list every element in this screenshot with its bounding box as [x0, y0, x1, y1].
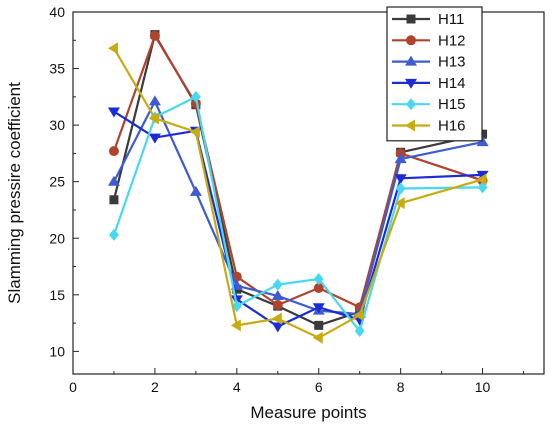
legend-label: H15: [438, 96, 466, 113]
data-point: [271, 289, 284, 300]
legend-label: H14: [438, 75, 466, 92]
data-point: [189, 185, 202, 196]
data-point: [190, 90, 201, 103]
x-tick-label: 4: [233, 379, 241, 395]
x-tick-label: 6: [315, 379, 323, 395]
legend-label: H16: [438, 118, 466, 135]
legend-marker: [406, 98, 416, 111]
legend-item-h14: H14: [392, 75, 466, 92]
y-tick-label: 25: [49, 174, 65, 190]
data-point: [148, 133, 161, 144]
plot-frame: [72, 11, 545, 375]
data-point: [148, 112, 159, 125]
series-line-h14: [113, 110, 483, 328]
legend-marker: [405, 55, 417, 66]
data-point: [353, 309, 364, 322]
x-axis-title: Measure points: [250, 403, 366, 422]
data-point: [107, 42, 118, 55]
data-point: [108, 146, 119, 157]
legend: H11 H12 H13 H14 H15 H16: [386, 6, 483, 142]
legend-label: H13: [438, 54, 466, 71]
data-point: [312, 331, 323, 344]
y-axis-title: Slamming pressire coefficient: [5, 82, 24, 304]
data-point: [271, 312, 282, 325]
legend-marker: [405, 119, 415, 132]
y-tick-label: 15: [49, 287, 65, 303]
data-point: [107, 175, 120, 186]
data-point: [395, 182, 406, 195]
legend-label: H11: [438, 11, 464, 28]
y-tick-label: 30: [49, 117, 65, 133]
y-tick-label: 10: [49, 343, 65, 359]
data-point: [313, 272, 324, 285]
data-point: [107, 107, 120, 118]
data-point: [271, 322, 284, 333]
y-tick-label: 40: [49, 4, 65, 20]
legend-marker: [405, 78, 417, 89]
data-point: [272, 299, 283, 310]
legend-item-h13: H13: [392, 54, 466, 71]
y-tick-label: 20: [49, 230, 65, 246]
x-tick-label: 8: [397, 379, 405, 395]
legend-item-h15: H15: [392, 96, 466, 113]
data-point: [312, 303, 325, 314]
data-point: [314, 320, 324, 330]
data-point: [148, 95, 161, 106]
data-point: [189, 125, 200, 138]
data-point: [108, 228, 119, 241]
x-tick-label: 10: [475, 379, 491, 395]
data-point: [149, 30, 160, 41]
data-point: [394, 153, 407, 164]
series-h16: [107, 42, 487, 344]
legend-box: [386, 6, 483, 142]
legend-marker: [406, 35, 416, 46]
data-point: [354, 325, 365, 338]
data-point: [476, 173, 487, 186]
x-tick-label: 0: [69, 379, 77, 395]
legend-label: H12: [438, 32, 466, 49]
x-tick-label: 2: [151, 379, 159, 395]
y-tick-label: 35: [49, 61, 65, 77]
legend-item-h16: H16: [392, 118, 466, 135]
legend-item-h12: H12: [392, 32, 466, 49]
data-point: [394, 174, 407, 185]
data-point: [313, 283, 324, 294]
data-point: [272, 278, 283, 291]
legend-marker: [406, 14, 416, 24]
data-point: [230, 319, 241, 332]
data-point: [394, 197, 405, 210]
data-point: [109, 195, 119, 205]
legend-item-h11: H11: [392, 11, 464, 28]
